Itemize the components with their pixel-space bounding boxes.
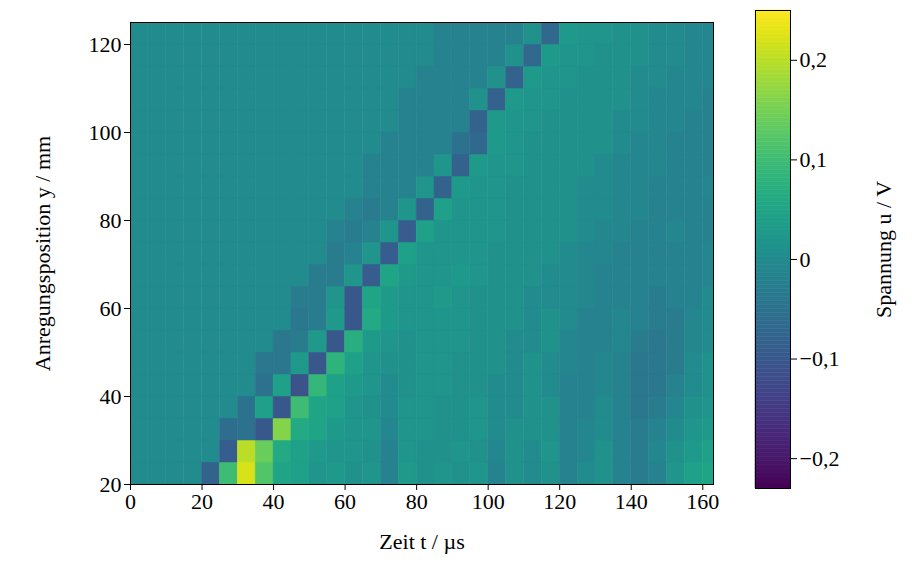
svg-text:−0,2: −0,2 [800,446,840,471]
svg-text:140: 140 [615,489,648,514]
svg-text:Spannung u / V: Spannung u / V [871,181,896,318]
svg-text:60: 60 [334,489,356,514]
svg-text:80: 80 [100,208,122,233]
svg-text:−0,1: −0,1 [800,346,840,371]
svg-text:80: 80 [406,489,428,514]
svg-text:Anregungsposition y / mm: Anregungsposition y / mm [30,136,55,371]
svg-text:0,1: 0,1 [800,147,828,172]
svg-text:120: 120 [543,489,576,514]
svg-text:40: 40 [100,384,122,409]
svg-text:100: 100 [89,120,122,145]
svg-text:0: 0 [800,246,811,271]
svg-text:0: 0 [125,489,136,514]
svg-text:20: 20 [191,489,213,514]
svg-text:Zeit t / µs: Zeit t / µs [379,529,464,554]
svg-text:60: 60 [100,296,122,321]
svg-text:40: 40 [263,489,285,514]
svg-text:20: 20 [100,472,122,497]
svg-text:100: 100 [472,489,505,514]
svg-text:120: 120 [89,32,122,57]
svg-text:0,2: 0,2 [800,47,828,72]
svg-text:160: 160 [686,489,719,514]
